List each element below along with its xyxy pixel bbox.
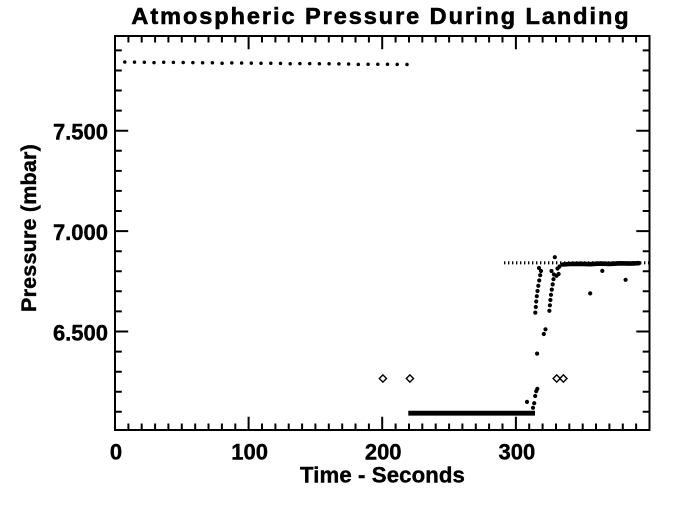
svg-text:7.000: 7.000 (53, 220, 108, 245)
svg-text:Atmospheric Pressure During La: Atmospheric Pressure During Landing (131, 3, 630, 29)
svg-text:Time - Seconds: Time - Seconds (300, 463, 465, 488)
svg-text:0: 0 (110, 440, 122, 465)
svg-text:Pressure (mbar): Pressure (mbar) (17, 144, 41, 312)
svg-text:300: 300 (499, 440, 536, 465)
svg-text:7.500: 7.500 (53, 120, 108, 145)
svg-text:6.500: 6.500 (53, 321, 108, 346)
svg-text:200: 200 (365, 440, 402, 465)
svg-text:100: 100 (231, 440, 268, 465)
